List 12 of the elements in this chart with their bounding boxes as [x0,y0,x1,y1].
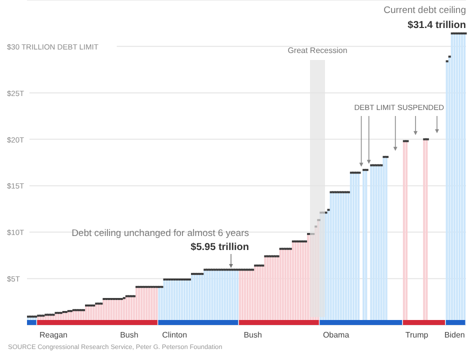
x-tick-label: Clinton [162,330,188,340]
x-tick-label: Obama [322,330,350,340]
annotation: $5.95 trillion [190,242,249,253]
annotation: Great Recession [288,46,348,55]
annotation: $31.4 trillion [408,20,466,31]
annotation: Debt ceiling unchanged for almost 6 years [72,228,250,239]
x-tick-label: Bush [244,330,262,340]
annotation: Current debt ceiling [384,5,466,16]
x-tick-label: Reagan [39,330,68,340]
x-tick-label: Biden [444,330,465,340]
x-tick-label: Bush [120,330,138,340]
x-tick-label: Trump [405,330,429,340]
